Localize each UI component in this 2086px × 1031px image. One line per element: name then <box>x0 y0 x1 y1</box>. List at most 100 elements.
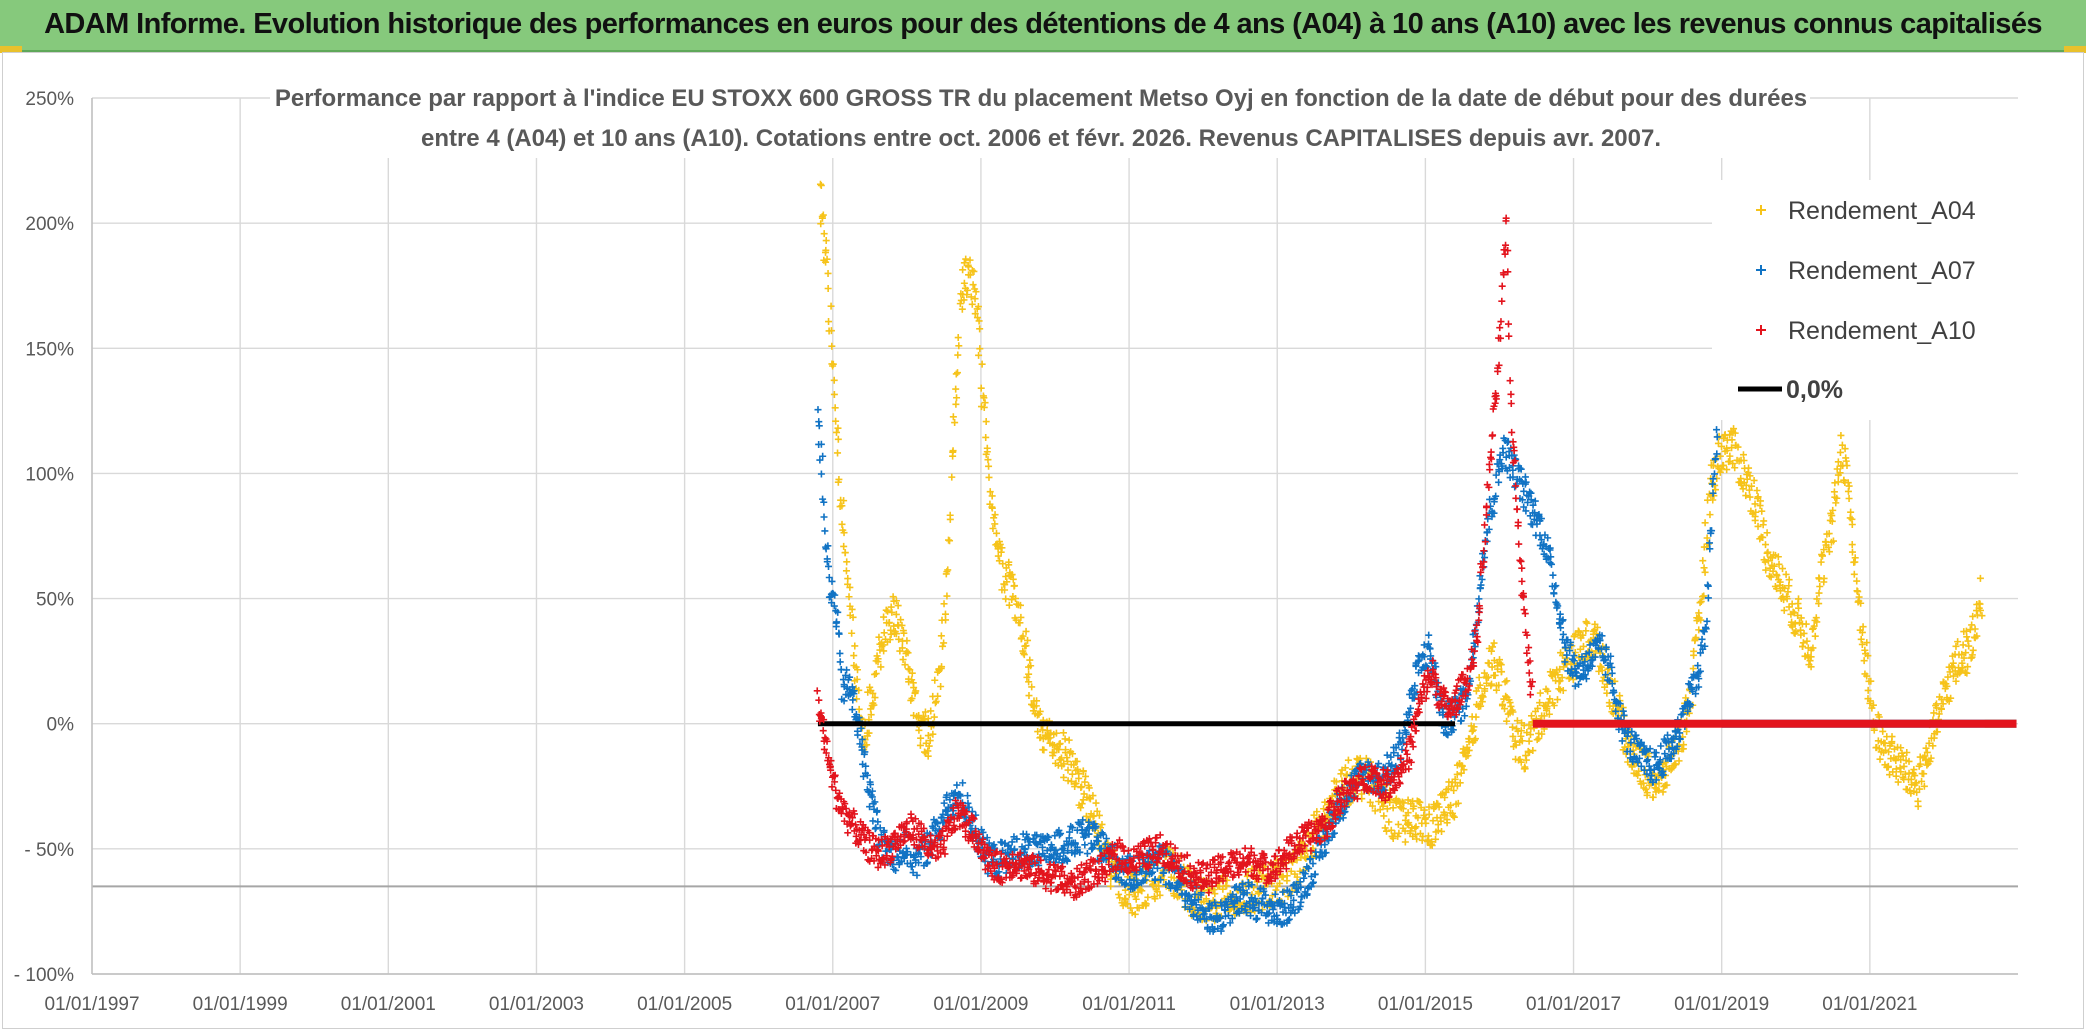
a07-point <box>1247 912 1255 920</box>
a04-point <box>1845 482 1853 490</box>
a10-point <box>1067 869 1075 877</box>
a04-point <box>1052 729 1060 737</box>
a04-point <box>853 675 861 683</box>
a04-point <box>845 593 853 601</box>
a07-point <box>1612 707 1620 715</box>
a10-point <box>1037 856 1045 864</box>
a04-point <box>1394 832 1402 840</box>
a10-point <box>1213 867 1221 875</box>
a04-point <box>1400 799 1408 807</box>
a04-point <box>999 560 1007 568</box>
a10-point <box>940 837 948 845</box>
a10-point <box>1295 841 1303 849</box>
a04-point <box>1933 728 1941 736</box>
a10-point <box>1453 682 1461 690</box>
a07-point <box>1526 488 1534 496</box>
a04-point <box>1848 548 1856 556</box>
a04-point <box>898 621 906 629</box>
a04-point <box>1599 677 1607 685</box>
a10-point <box>1034 877 1042 885</box>
a04-point <box>1704 540 1712 548</box>
a07-point <box>1477 581 1485 589</box>
a10-point <box>874 847 882 855</box>
a07-point <box>1177 881 1185 889</box>
a07-point <box>871 825 879 833</box>
a07-point <box>951 789 959 797</box>
a04-point <box>1742 492 1750 500</box>
a04-point <box>1502 692 1510 700</box>
a07-point <box>821 527 829 535</box>
a07-point <box>874 818 882 826</box>
a10-point <box>1304 824 1312 832</box>
a10-point <box>1116 836 1124 844</box>
a10-point <box>1074 873 1082 881</box>
y-tick-label: 50% <box>36 590 74 611</box>
a04-point <box>1279 873 1287 881</box>
a07-point <box>1402 730 1410 738</box>
a10-point <box>1457 675 1465 683</box>
a04-point <box>1918 777 1926 785</box>
a10-point <box>1077 861 1085 869</box>
a10-point <box>1197 869 1205 877</box>
a04-point <box>1795 595 1802 603</box>
a10-point <box>1183 851 1191 859</box>
a04-point <box>1475 673 1483 681</box>
a07-point <box>1399 734 1407 742</box>
a04-point <box>953 394 961 402</box>
a04-point <box>1471 735 1479 743</box>
a10-point <box>888 852 896 860</box>
axes: 250%200%150%100%50%0%- 50%- 100%01/01/19… <box>14 89 2018 1015</box>
a04-point <box>1701 519 1709 527</box>
a04-point <box>985 473 993 481</box>
a07-point <box>869 817 877 825</box>
a04-point <box>1503 717 1511 725</box>
a10-point <box>1504 268 1512 276</box>
a04-point <box>1064 757 1072 765</box>
a04-point <box>1820 574 1828 582</box>
a10-point <box>1463 674 1471 682</box>
a10-point <box>980 854 988 862</box>
a04-point <box>1958 650 1966 658</box>
a10-point <box>1171 844 1179 852</box>
a07-point <box>1249 904 1257 912</box>
a07-point <box>830 602 838 610</box>
a07-point <box>1262 891 1270 899</box>
a07-point <box>858 743 866 751</box>
a07-point <box>1315 854 1323 862</box>
a10-point <box>1149 846 1157 854</box>
a10-point <box>903 818 911 826</box>
a10-point <box>1020 867 1028 875</box>
a04-point <box>991 511 999 519</box>
a10-point <box>911 815 919 823</box>
a10-point <box>993 848 1001 856</box>
a10-point <box>1491 399 1499 407</box>
a07-point <box>1547 553 1555 561</box>
a10-point <box>1242 868 1250 876</box>
a10-point <box>878 842 886 850</box>
a10-point <box>1501 250 1509 258</box>
a04-point <box>1142 900 1150 908</box>
a07-point <box>1238 905 1246 913</box>
a04-point <box>819 211 827 219</box>
a10-point <box>1512 494 1520 502</box>
a07-point <box>1250 903 1258 911</box>
x-tick-label: 01/01/2021 <box>1822 994 1917 1015</box>
a04-point <box>1929 742 1937 750</box>
a10-point <box>1050 861 1058 869</box>
a10-point <box>1018 874 1026 882</box>
a04-point <box>1470 723 1478 731</box>
a10-point <box>1271 875 1279 883</box>
a04-point <box>1746 493 1754 501</box>
a10-point <box>1330 810 1338 818</box>
a04-point <box>1742 481 1750 489</box>
a04-point <box>912 687 920 695</box>
y-tick-label: 0% <box>47 715 75 736</box>
a04-point <box>1848 521 1856 529</box>
a07-point <box>1643 746 1651 754</box>
a04-point <box>1799 639 1807 647</box>
a04-point <box>1156 891 1164 899</box>
a10-point <box>1403 750 1411 758</box>
a04-point <box>1138 887 1146 895</box>
a04-point <box>924 752 932 760</box>
a07-point <box>880 826 888 834</box>
